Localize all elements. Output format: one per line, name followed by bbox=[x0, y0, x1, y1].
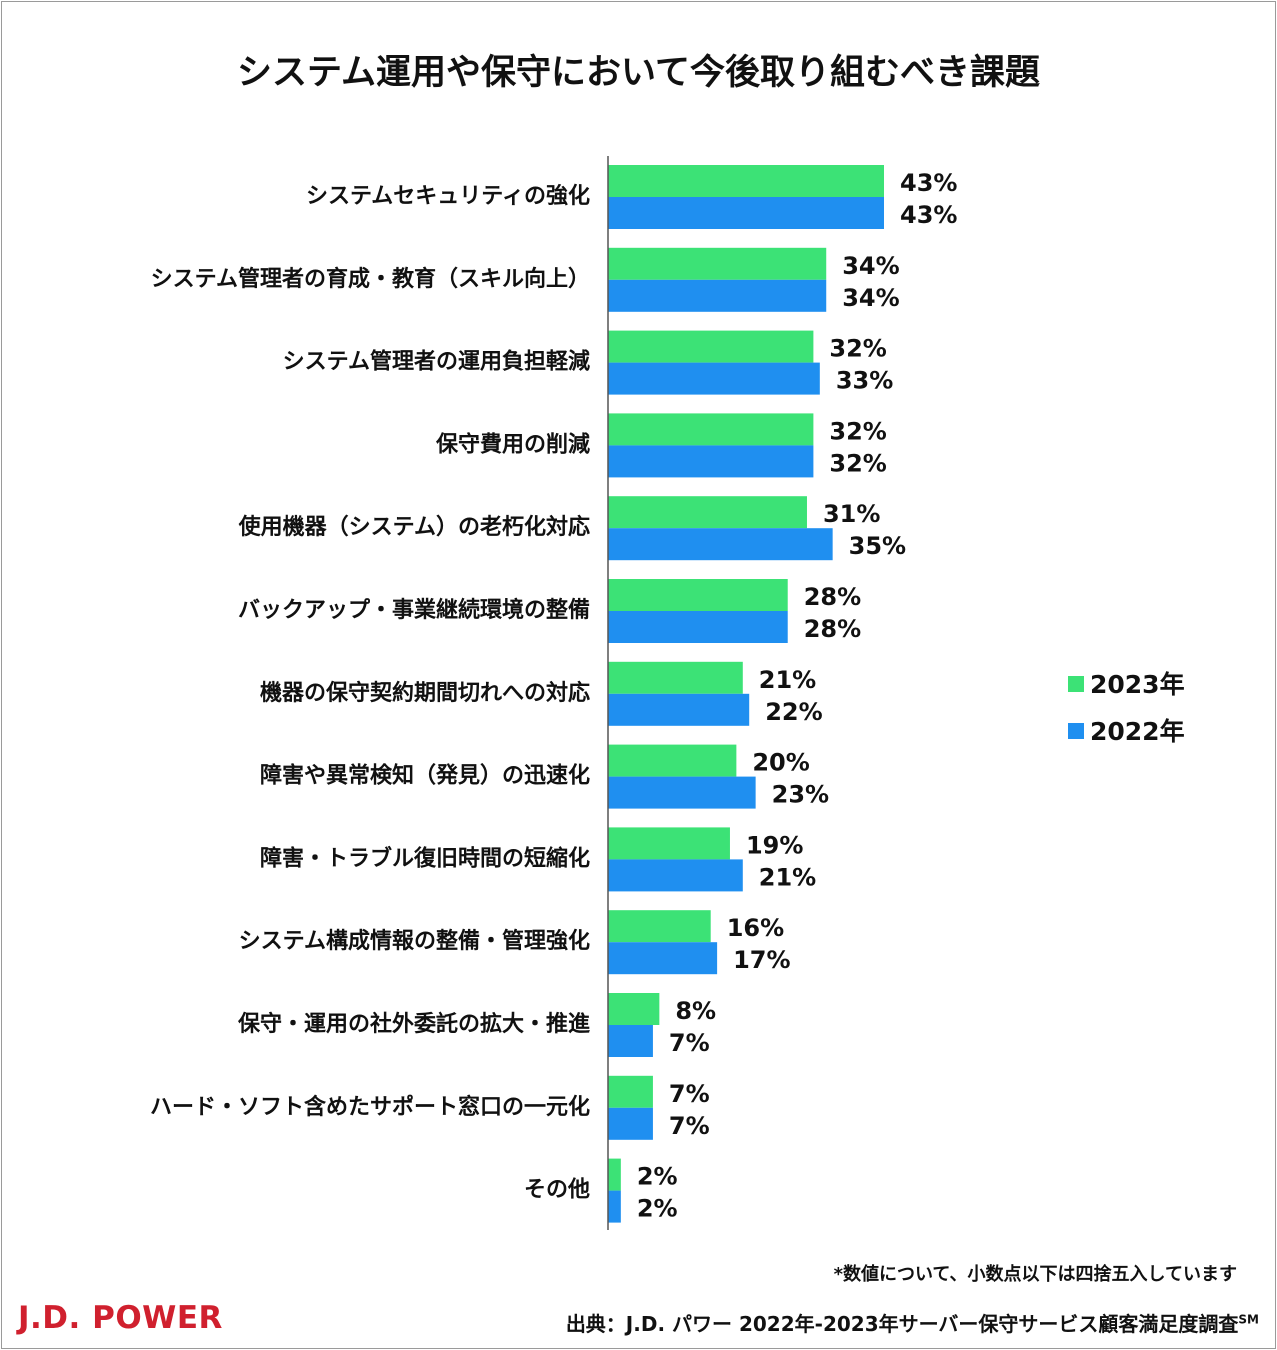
category-label: システム構成情報の整備・管理強化 bbox=[239, 928, 590, 954]
data-label-2023: 21% bbox=[759, 666, 816, 694]
bar-2023 bbox=[608, 165, 884, 197]
category-label: 障害・トラブル復旧時間の短縮化 bbox=[260, 845, 590, 871]
data-label-2023: 31% bbox=[823, 500, 880, 528]
category-label: その他 bbox=[524, 1178, 590, 1203]
data-label-2022: 7% bbox=[669, 1112, 710, 1140]
bar-2022 bbox=[608, 528, 833, 561]
bar-2022 bbox=[608, 197, 884, 229]
bar-2022 bbox=[608, 1025, 653, 1057]
bar-2023 bbox=[608, 330, 814, 363]
data-label-2023: 7% bbox=[669, 1080, 710, 1108]
data-label-2023: 34% bbox=[842, 252, 899, 280]
bar-2023 bbox=[608, 744, 737, 777]
data-label-2023: 32% bbox=[829, 417, 886, 445]
data-label-2022: 23% bbox=[772, 781, 829, 809]
data-label-2023: 19% bbox=[746, 831, 803, 859]
data-label-2023: 43% bbox=[900, 169, 957, 197]
category-label: 保守・運用の社外委託の拡大・推進 bbox=[237, 1011, 590, 1037]
legend-swatch bbox=[1068, 723, 1084, 739]
data-label-2022: 35% bbox=[849, 532, 906, 560]
category-label: 障害や異常検知（発見）の迅速化 bbox=[260, 763, 590, 789]
bar-2022 bbox=[608, 279, 827, 312]
bar-2022 bbox=[608, 776, 756, 809]
data-label-2023: 28% bbox=[804, 583, 861, 611]
source-citation: 出典：J.D. パワー 2022年-2023年サーバー保守サービス顧客満足度調査… bbox=[566, 1308, 1259, 1337]
legend-label: 2023年 bbox=[1090, 670, 1185, 699]
category-label: システムセキュリティの強化 bbox=[306, 183, 590, 209]
category-label: バックアップ・事業継続環境の整備 bbox=[238, 597, 590, 623]
data-label-2022: 43% bbox=[900, 201, 957, 229]
data-label-2022: 28% bbox=[804, 615, 861, 643]
bar-2023 bbox=[608, 413, 814, 446]
service-mark: SM bbox=[1238, 1312, 1259, 1327]
bar-2022 bbox=[608, 362, 820, 395]
data-label-2023: 2% bbox=[637, 1163, 678, 1191]
category-label: システム管理者の運用負担軽減 bbox=[283, 349, 590, 375]
footnote: *数値について、小数点以下は四捨五入しています bbox=[833, 1264, 1237, 1285]
data-label-2023: 20% bbox=[752, 749, 809, 777]
data-label-2022: 7% bbox=[669, 1029, 710, 1057]
data-label-2022: 22% bbox=[765, 698, 822, 726]
bar-2022 bbox=[608, 611, 788, 643]
data-label-2023: 32% bbox=[829, 335, 886, 363]
category-label: 使用機器（システム）の老朽化対応 bbox=[238, 514, 590, 540]
data-label-2023: 16% bbox=[727, 914, 784, 942]
data-label-2022: 2% bbox=[637, 1195, 678, 1223]
bar-2023 bbox=[608, 247, 827, 280]
chart-title: システム運用や保守において今後取り組むべき課題 bbox=[237, 53, 1040, 93]
legend-label: 2022年 bbox=[1090, 717, 1185, 746]
bar-2023 bbox=[608, 910, 711, 943]
data-label-2023: 8% bbox=[675, 997, 716, 1025]
bar-2023 bbox=[608, 827, 730, 860]
bar-2022 bbox=[608, 445, 814, 478]
bar-2022 bbox=[608, 693, 750, 726]
data-label-2022: 17% bbox=[733, 946, 790, 974]
data-label-2022: 32% bbox=[829, 449, 886, 477]
bar-2023 bbox=[608, 496, 807, 529]
data-label-2022: 34% bbox=[842, 284, 899, 312]
data-label-2022: 21% bbox=[759, 863, 816, 891]
bar-2023 bbox=[608, 661, 743, 694]
bar-2023 bbox=[608, 993, 660, 1025]
data-label-2022: 33% bbox=[836, 367, 893, 395]
bar-2023 bbox=[608, 1158, 621, 1191]
bar-2022 bbox=[608, 859, 743, 892]
source-text: 出典：J.D. パワー 2022年-2023年サーバー保守サービス顧客満足度調査 bbox=[565, 1312, 1239, 1336]
bar-2023 bbox=[608, 1075, 653, 1108]
category-label: 機器の保守契約期間切れへの対応 bbox=[260, 680, 590, 706]
bar-2023 bbox=[608, 579, 788, 611]
bar-2022 bbox=[608, 942, 718, 975]
legend-swatch bbox=[1068, 676, 1084, 692]
bar-2022 bbox=[608, 1107, 653, 1140]
category-label: システム管理者の育成・教育（スキル向上） bbox=[151, 266, 590, 292]
category-label: 保守費用の削減 bbox=[435, 431, 590, 457]
bar-2022 bbox=[608, 1190, 621, 1223]
category-label: ハード・ソフト含めたサポート窓口の一元化 bbox=[150, 1094, 590, 1120]
jd-power-logo: J.D. POWER bbox=[18, 1300, 223, 1336]
